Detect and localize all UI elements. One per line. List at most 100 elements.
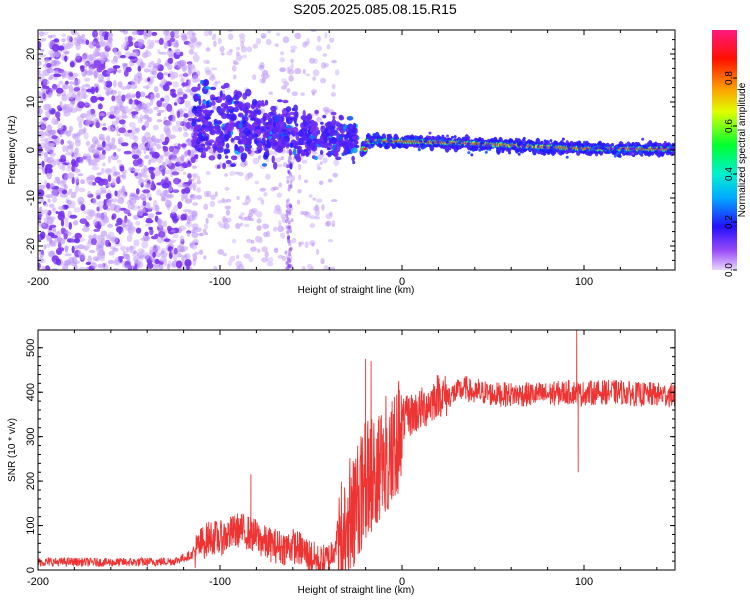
spectrogram-cell — [222, 162, 227, 170]
spectrogram-cell — [96, 244, 101, 250]
spectrogram-cell — [469, 147, 473, 151]
spectrogram-cell — [158, 51, 167, 55]
spectrogram-cell — [75, 96, 81, 101]
spectrogram-cell — [87, 119, 93, 125]
spectrogram-cell — [175, 97, 181, 104]
spectrogram-cell — [304, 41, 310, 46]
spectrogram-cell — [100, 230, 108, 237]
spectrogram-cell — [467, 136, 471, 140]
spectrogram-cell — [144, 30, 152, 37]
spectrogram-cell — [64, 51, 70, 55]
spectrogram-cell — [137, 248, 144, 253]
spectrogram-cell — [68, 188, 73, 193]
spectrogram-cell — [65, 80, 69, 85]
spectrogram-cell — [388, 133, 392, 137]
spectrogram-cell — [157, 58, 162, 64]
spectrogram-cell — [536, 145, 540, 148]
spectrogram-cell — [131, 104, 139, 110]
spectrogram-cell — [152, 71, 157, 76]
spectrogram-cell — [121, 123, 126, 128]
spectrogram-cell — [217, 221, 222, 226]
spectrogram-cell — [203, 203, 209, 211]
spectrogram-cell — [661, 143, 665, 147]
spectrogram-cell — [394, 141, 398, 145]
spectrogram-cell — [103, 199, 107, 206]
spectrogram-cell — [95, 121, 101, 129]
spectrogram-cell — [178, 126, 183, 132]
spectrogram-cell — [598, 146, 602, 150]
spectrogram-cell — [291, 91, 298, 97]
spectrogram-cell — [261, 257, 269, 263]
spectrogram-cell — [326, 147, 331, 151]
spectrogram-cell — [233, 106, 239, 113]
spectrogram-cell — [595, 153, 598, 157]
spectrogram-cell — [462, 137, 466, 141]
spectrogram-cell — [222, 217, 229, 225]
spectrogram-cell — [441, 134, 445, 138]
spectrogram-cell — [122, 250, 127, 258]
spectrogram-cell — [135, 91, 141, 99]
spectrogram-cell — [339, 126, 343, 132]
spectrogram-cell — [243, 127, 250, 135]
spectrogram-cell — [426, 143, 430, 147]
spectrogram-cell — [225, 209, 230, 216]
spectrogram-cell — [601, 146, 605, 150]
spectrogram-cell — [38, 262, 41, 269]
spectrogram-cell — [166, 103, 173, 112]
spectrogram-cell — [110, 111, 114, 116]
spectrogram-cell — [287, 220, 291, 225]
spectrogram-cell — [80, 204, 86, 211]
spectrogram-cell — [226, 108, 230, 114]
spectrogram-cell — [323, 265, 329, 270]
spectrogram-cell — [162, 84, 170, 92]
spectrogram-cell — [70, 191, 77, 199]
spectrogram-cell — [38, 90, 41, 98]
colorbar-gradient — [712, 30, 737, 270]
spectrogram-cell — [455, 142, 459, 146]
spectrogram-cell — [328, 137, 332, 146]
spectrogram-cell — [181, 82, 189, 87]
spectrogram-cell — [331, 83, 336, 90]
spectrogram-cell — [217, 200, 223, 204]
spectrogram-cell — [248, 114, 252, 118]
spectrogram-cell — [518, 148, 522, 152]
spectrogram-cell — [281, 255, 287, 262]
spectrogram-cell — [271, 155, 275, 164]
spectrogram-cell — [189, 67, 197, 74]
spectrogram-cell — [118, 188, 127, 193]
spectrogram-cell — [290, 45, 298, 50]
spectrogram-cell — [268, 91, 273, 95]
spectrogram-cell — [238, 264, 244, 270]
spectrogram-cell — [74, 245, 79, 250]
spectrogram-cell — [144, 50, 152, 57]
spectrogram-cell — [142, 85, 151, 89]
snr-ylabel: SNR (10 * v/v) — [7, 418, 18, 482]
spectrogram-cell — [290, 175, 296, 182]
spectrogram-cell — [191, 86, 199, 93]
spectrogram-cell — [521, 144, 525, 148]
spectrogram-cell — [139, 76, 143, 81]
spectrogram-cell — [262, 72, 269, 80]
spectrogram-cell — [43, 244, 47, 250]
spectrogram-cell — [552, 147, 556, 151]
spectrogram-cell — [289, 162, 293, 170]
spectrogram-cell — [142, 31, 146, 36]
spectrogram-cell — [245, 195, 250, 200]
spectrogram-cell — [342, 141, 348, 150]
spectrogram-cell — [54, 76, 58, 81]
spectrogram-cell — [272, 142, 278, 147]
spectrogram-cell — [127, 212, 132, 217]
spectrogram-cell — [227, 116, 232, 120]
spectrogram-cell — [243, 223, 250, 228]
spectrogram-cell — [38, 130, 45, 136]
spectrogram-cell — [148, 166, 156, 171]
spectrogram-cell — [170, 248, 175, 255]
spectrogram-cell — [228, 106, 234, 110]
spectrogram-cell — [75, 184, 79, 190]
spectrogram-cell — [540, 151, 544, 155]
spectrogram-cell — [182, 93, 188, 100]
spectrogram-cell — [243, 253, 251, 259]
spectrogram-cell — [448, 147, 452, 151]
spectrogram-cell — [273, 248, 279, 254]
spectrogram-cell — [304, 241, 309, 248]
